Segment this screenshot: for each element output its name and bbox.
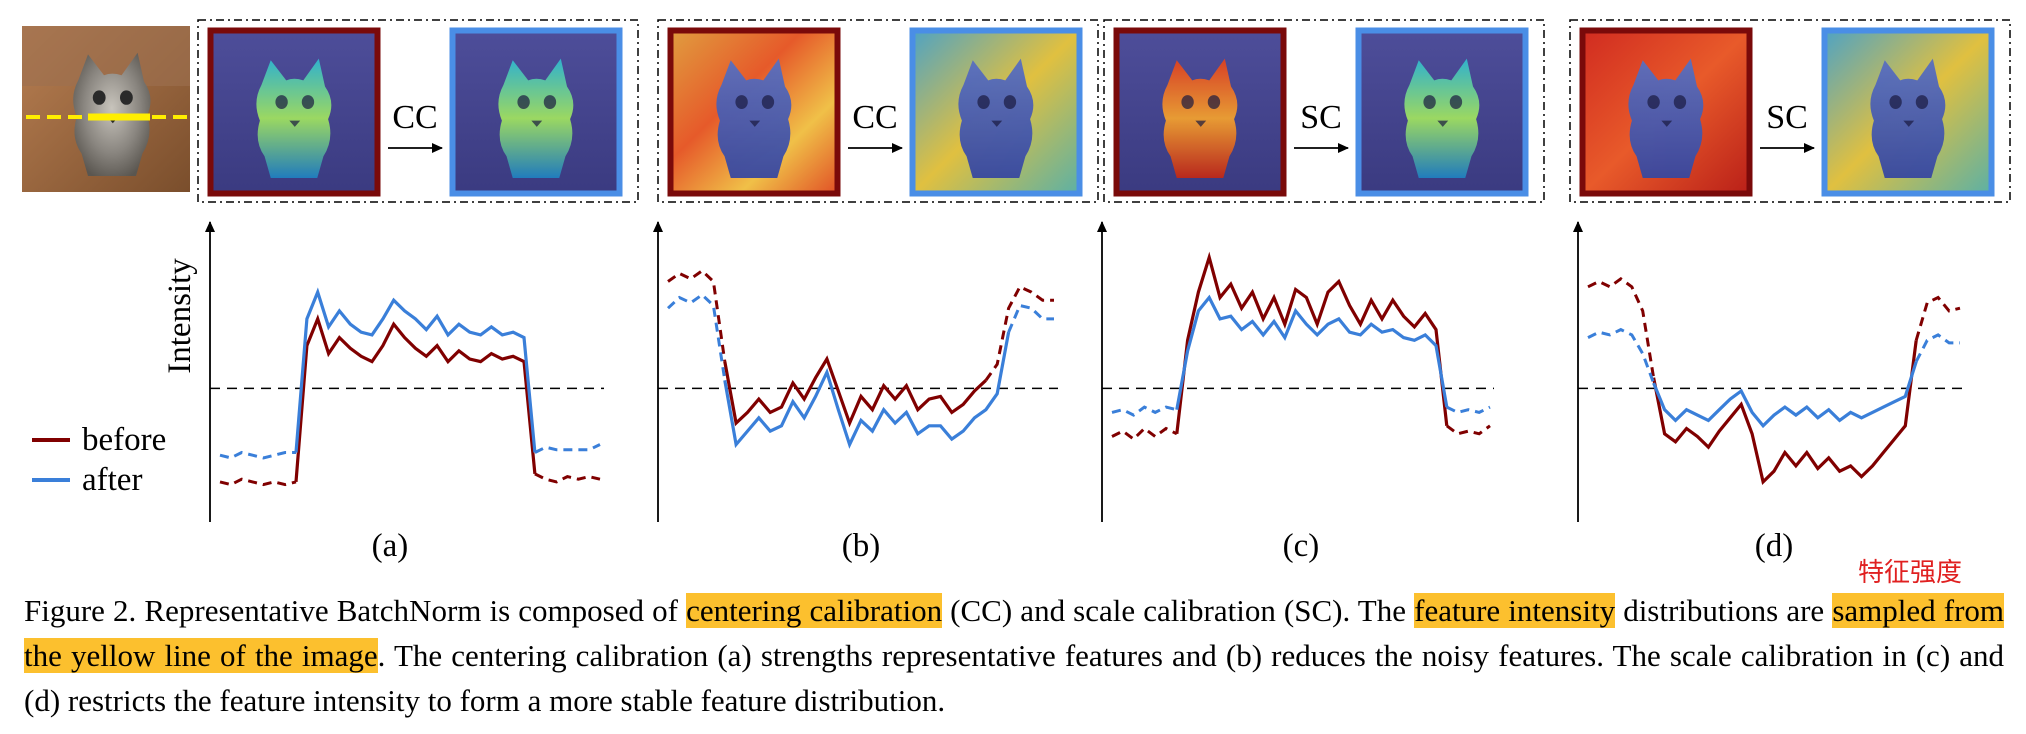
series-after-left-dashed bbox=[1111, 405, 1178, 417]
heatmap-frame bbox=[667, 27, 841, 197]
panel-a-heatmaps: CC bbox=[197, 19, 639, 203]
legend-after-label: after bbox=[82, 462, 142, 498]
series-before-line bbox=[723, 355, 987, 428]
dashed-box bbox=[1569, 19, 2011, 203]
before-heatmap bbox=[1113, 27, 1287, 197]
caption-highlight-intensity: feature intensity bbox=[1414, 593, 1616, 628]
series-before-left-dashed bbox=[219, 477, 297, 487]
caption-highlight-centering: centering calibration bbox=[686, 593, 943, 628]
operation-label: SC bbox=[1300, 99, 1342, 136]
figure-caption: Figure 2. Representative BatchNorm is co… bbox=[24, 588, 2005, 723]
panel-label: (c) bbox=[1283, 528, 1320, 564]
heatmap-frame bbox=[1821, 27, 1995, 197]
panel-b-heatmaps: CC bbox=[657, 19, 1099, 203]
series-before-right-dashed bbox=[1445, 424, 1491, 436]
heatmap-panels: CC CC SC SC bbox=[197, 19, 2011, 203]
after-heatmap bbox=[449, 27, 623, 197]
handwritten-annotation: 特征强度 bbox=[1858, 558, 1963, 588]
operation-label: SC bbox=[1766, 99, 1808, 136]
series-after-line bbox=[1175, 294, 1449, 410]
heatmap-frame bbox=[1113, 27, 1287, 197]
before-heatmap bbox=[207, 27, 381, 197]
chart-c: (c) bbox=[1097, 221, 1494, 564]
legend-before-label: before bbox=[82, 422, 166, 458]
before-heatmap bbox=[1579, 27, 1753, 197]
operation-label: CC bbox=[852, 99, 897, 136]
after-heatmap bbox=[1355, 27, 1529, 197]
panel-label: (b) bbox=[842, 528, 880, 564]
chart-d: (d) bbox=[1573, 221, 1964, 564]
series-after-left-dashed bbox=[666, 292, 727, 381]
series-after-right-dashed bbox=[1007, 303, 1054, 333]
series-after-right-dashed bbox=[1914, 333, 1960, 363]
chart-b: (b) bbox=[653, 221, 1058, 564]
panel-d-heatmaps: SC bbox=[1569, 19, 2011, 203]
caption-text-1: Figure 2. Representative BatchNorm is co… bbox=[24, 593, 687, 628]
series-after-left-dashed bbox=[1587, 327, 1656, 384]
series-after-right-dashed bbox=[534, 443, 601, 454]
panel-label: (a) bbox=[372, 528, 409, 564]
series-before-left-dashed bbox=[1111, 426, 1178, 442]
figure-graphic: CC CC SC SC (a) (b) (c) (d) Intensity before a… bbox=[22, 19, 2011, 564]
y-axis-label: Intensity bbox=[162, 258, 198, 374]
before-heatmap bbox=[667, 27, 841, 197]
panel-c-heatmaps: SC bbox=[1103, 19, 1545, 203]
after-heatmap bbox=[1821, 27, 1995, 197]
after-heatmap bbox=[909, 27, 1083, 197]
series-before-right-dashed bbox=[534, 472, 601, 484]
input-cat-photo bbox=[22, 26, 190, 192]
caption-text-3: distributions are bbox=[1615, 593, 1833, 628]
heatmap-frame bbox=[909, 27, 1083, 197]
caption-text-2: (CC) and scale calibration (SC). The bbox=[942, 593, 1415, 628]
series-before-line bbox=[1652, 340, 1918, 486]
operation-label: CC bbox=[392, 99, 437, 136]
series-after-left-dashed bbox=[219, 450, 296, 460]
heatmap-frame bbox=[207, 27, 381, 197]
heatmap-frame bbox=[1579, 27, 1753, 197]
dashed-box bbox=[1103, 19, 1545, 203]
series-after-line bbox=[1652, 361, 1918, 429]
series-before-line bbox=[1175, 251, 1449, 434]
heatmap-frame bbox=[449, 27, 623, 197]
panel-label: (d) bbox=[1755, 528, 1793, 564]
series-after-line bbox=[294, 287, 537, 453]
heatmap-frame bbox=[1355, 27, 1529, 197]
caption-text-4: . The centering calibration (a) strength… bbox=[24, 638, 2004, 718]
series-before-right-dashed bbox=[1914, 295, 1961, 341]
series-after-right-dashed bbox=[1446, 405, 1491, 414]
series-before-right-dashed bbox=[984, 284, 1054, 382]
chart-a: (a) bbox=[205, 221, 604, 564]
series-after-line bbox=[723, 331, 1011, 449]
series-before-line bbox=[294, 314, 537, 483]
dashed-box bbox=[657, 19, 1099, 203]
dashed-box bbox=[197, 19, 639, 203]
intensity-plots: (a) (b) (c) (d) bbox=[205, 221, 1964, 564]
series-before-left-dashed bbox=[1587, 276, 1656, 378]
series-before-left-dashed bbox=[667, 268, 727, 362]
legend: before after bbox=[32, 422, 166, 498]
